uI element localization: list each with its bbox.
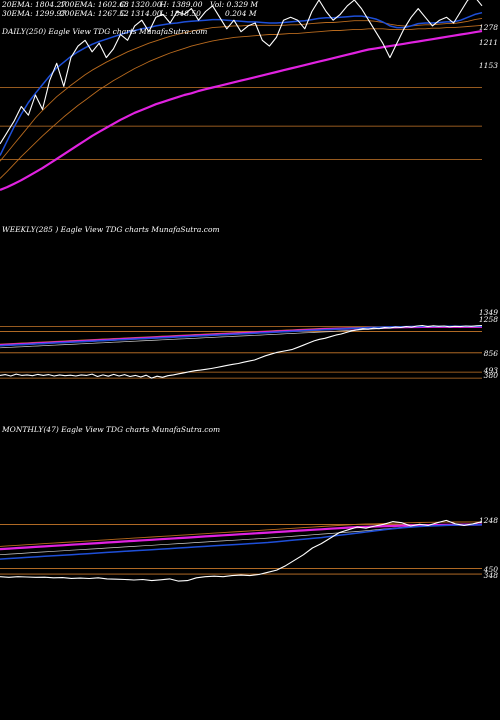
ema-line-a [0,523,483,551]
price-line [0,324,483,379]
monthly-panel-plot [0,519,483,582]
ema-blue-line [0,11,483,156]
daily-level-1153: 1153 [478,61,498,70]
price-line [0,519,483,582]
weekly-level-493: 493 [483,366,498,375]
header-20ema: 20EMA: 1804.27 [2,0,67,9]
price-line [0,0,483,145]
weekly-panel-plot [0,324,483,379]
daily-level-1211: 1211 [478,38,498,47]
daily-panel-plot [0,0,483,192]
monthly-level-450: 450 [483,565,498,574]
ema-line-b [0,24,483,179]
header-100ema: 100EMA: 1602.68 [60,0,129,9]
monthly-level-1248: 1248 [478,516,498,525]
weekly-level-380: 380 [483,371,498,380]
header-high: H: 1389.00 [160,0,203,9]
daily-panel-title: DAILY(250) Eagle View TDG charts MunafaS… [2,27,208,36]
monthly-panel-title: MONTHLY(47) Eagle View TDG charts Munafa… [2,425,221,434]
header-200ema: 200EMA: 1267.52 [60,9,129,18]
weekly-panel-title: WEEKLY(285 ) Eagle View TDG charts Munaf… [2,225,220,234]
daily-level-1278: 1278 [478,23,498,32]
header-30ema: 30EMA: 1299.97 [2,9,67,18]
ema-blue-line [0,524,483,560]
weekly-level-856: 856 [483,349,498,358]
ema-line-c [0,326,482,349]
ema-line-c [0,30,483,192]
ema-blue-line [0,325,482,347]
ema-line-c [0,523,483,556]
monthly-level-348: 348 [483,571,498,580]
header-volume-2: 0.204 M [225,9,257,18]
header-low: L: 1848.50 [160,9,201,18]
header-close-2: C: 1314.00 [120,9,162,18]
ema-line-a [0,17,483,162]
header-volume: Vol: 0.329 M [210,0,259,9]
weekly-level-1258: 1258 [478,315,498,324]
header-close: C: 1320.00 [120,0,162,9]
weekly-level-1349: 1349 [478,308,498,317]
